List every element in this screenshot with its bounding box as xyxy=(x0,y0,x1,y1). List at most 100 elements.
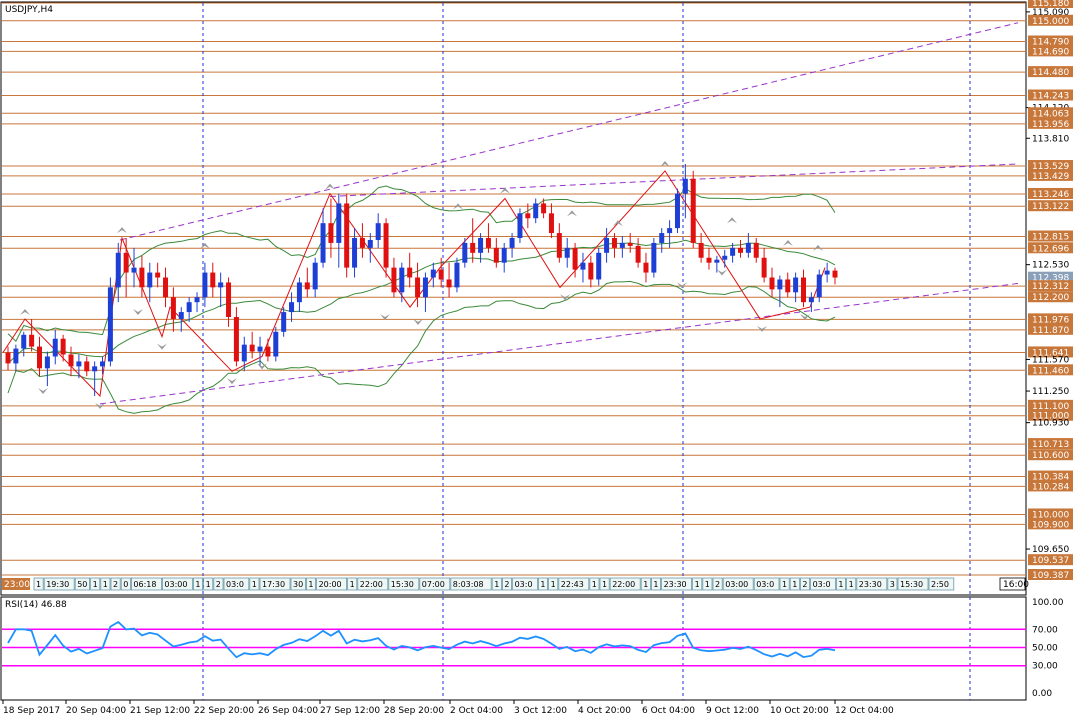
event-badge-label: 1 xyxy=(695,580,700,589)
candle-body xyxy=(37,346,43,369)
time-axis-label: 9 Oct 12:00 xyxy=(706,706,759,716)
candle-body xyxy=(194,297,200,303)
candle-body xyxy=(29,334,35,347)
candle-body xyxy=(139,267,145,288)
price-tag-label: 113.529 xyxy=(1032,162,1069,172)
event-badge xyxy=(90,577,101,591)
channel-line xyxy=(329,163,1019,198)
candle-body xyxy=(651,242,657,273)
event-badge xyxy=(599,577,610,591)
candle-body xyxy=(470,242,476,253)
event-badge-label: 06:18 xyxy=(133,580,156,589)
fractal-up-marker xyxy=(453,203,463,210)
event-badge-label: 1 xyxy=(705,580,710,589)
price-tag-label: 111.976 xyxy=(1032,315,1069,325)
price-tag-label: 112.200 xyxy=(1032,293,1069,303)
candle-body xyxy=(415,277,421,298)
bollinger-bands xyxy=(7,185,836,414)
candle-body xyxy=(296,282,302,303)
event-badge xyxy=(290,577,306,591)
candle-body xyxy=(533,203,539,219)
time-axis-label: 22 Sep 20:00 xyxy=(194,706,254,716)
event-badge xyxy=(33,577,44,591)
event-badge-label: 1 xyxy=(782,580,787,589)
candle-body xyxy=(202,272,208,298)
event-badge xyxy=(928,577,955,591)
candle-body xyxy=(580,262,586,270)
main-chart-frame[interactable] xyxy=(0,1,1027,596)
level-price-tag xyxy=(1028,200,1073,212)
price-tag-label: 110.000 xyxy=(1032,510,1069,520)
candle-body xyxy=(399,267,405,293)
event-badge-label: 1 xyxy=(252,580,257,589)
event-badge-label: 2 xyxy=(113,580,118,589)
price-axis-label: 110.930 xyxy=(1032,419,1069,429)
candle-body xyxy=(422,277,428,298)
fractal-down-marker xyxy=(157,343,167,350)
time-axis[interactable]: 18 Sep 2017 20 Sep 04:00 21 Sep 12:00 22 Se… xyxy=(2,700,894,716)
event-badge xyxy=(589,577,600,591)
event-badge-label: 1 xyxy=(602,580,607,589)
event-time-badge-right xyxy=(999,577,1026,591)
candle-body xyxy=(454,262,460,288)
candle-body xyxy=(407,267,413,278)
price-tag-label: 109.537 xyxy=(1032,556,1069,566)
candle-body xyxy=(572,247,578,270)
candle-body xyxy=(761,257,767,278)
fractal-up-marker xyxy=(200,242,210,249)
event-badge xyxy=(800,577,811,591)
candle-body xyxy=(5,352,11,364)
level-price-tag xyxy=(1028,399,1073,411)
price-tag-label: 109.387 xyxy=(1032,571,1069,581)
price-tag-label: 111.641 xyxy=(1032,348,1069,358)
level-price-tag xyxy=(1028,187,1073,199)
fractal-down-marker xyxy=(413,318,423,325)
rsi-panel-frame[interactable] xyxy=(0,596,1027,701)
candle-body xyxy=(635,245,641,263)
event-badge-label: 17:30 xyxy=(262,580,285,589)
candle-body xyxy=(564,247,570,258)
rsi-line xyxy=(7,620,836,659)
event-badge xyxy=(419,577,451,591)
candle-body xyxy=(832,270,838,278)
candle-body xyxy=(682,178,688,194)
event-badge xyxy=(558,577,590,591)
candle-body xyxy=(84,361,90,372)
candle-body xyxy=(352,238,358,268)
candle-body xyxy=(517,213,523,239)
event-badge xyxy=(223,577,250,591)
event-badge xyxy=(491,577,502,591)
price-tag-label: 113.956 xyxy=(1032,120,1069,130)
rsi-axis-label: 0.00 xyxy=(1032,689,1052,699)
event-badge xyxy=(130,577,162,591)
fractal-up-marker xyxy=(660,160,670,167)
event-badge-label: 03:0 xyxy=(226,580,244,589)
band-middle xyxy=(7,239,836,364)
fractal-down-marker xyxy=(133,309,143,316)
event-badge xyxy=(609,577,641,591)
event-badge xyxy=(722,577,754,591)
candle-body xyxy=(241,344,247,362)
event-badge xyxy=(692,577,703,591)
event-badge xyxy=(357,577,389,591)
candle-body xyxy=(674,193,680,229)
event-badge-label: 1 xyxy=(849,580,854,589)
level-price-tag xyxy=(1028,438,1073,450)
candle-body xyxy=(21,334,27,349)
level-price-tag xyxy=(1028,66,1073,78)
band-upper xyxy=(7,185,836,343)
level-price-tag xyxy=(1028,107,1073,119)
level-price-tag xyxy=(1028,242,1073,254)
candle-body xyxy=(100,361,106,367)
price-axis-label: 111.570 xyxy=(1032,355,1069,365)
price-tag-label: 112.312 xyxy=(1032,282,1069,292)
level-price-tag xyxy=(1028,323,1073,335)
event-badge xyxy=(753,577,780,591)
candle-body xyxy=(52,338,58,357)
fractal-down-marker xyxy=(717,269,727,276)
vertical-day-separators xyxy=(202,3,971,700)
event-badge-label: 22:43 xyxy=(561,580,584,589)
price-tag-label: 113.429 xyxy=(1032,172,1069,182)
